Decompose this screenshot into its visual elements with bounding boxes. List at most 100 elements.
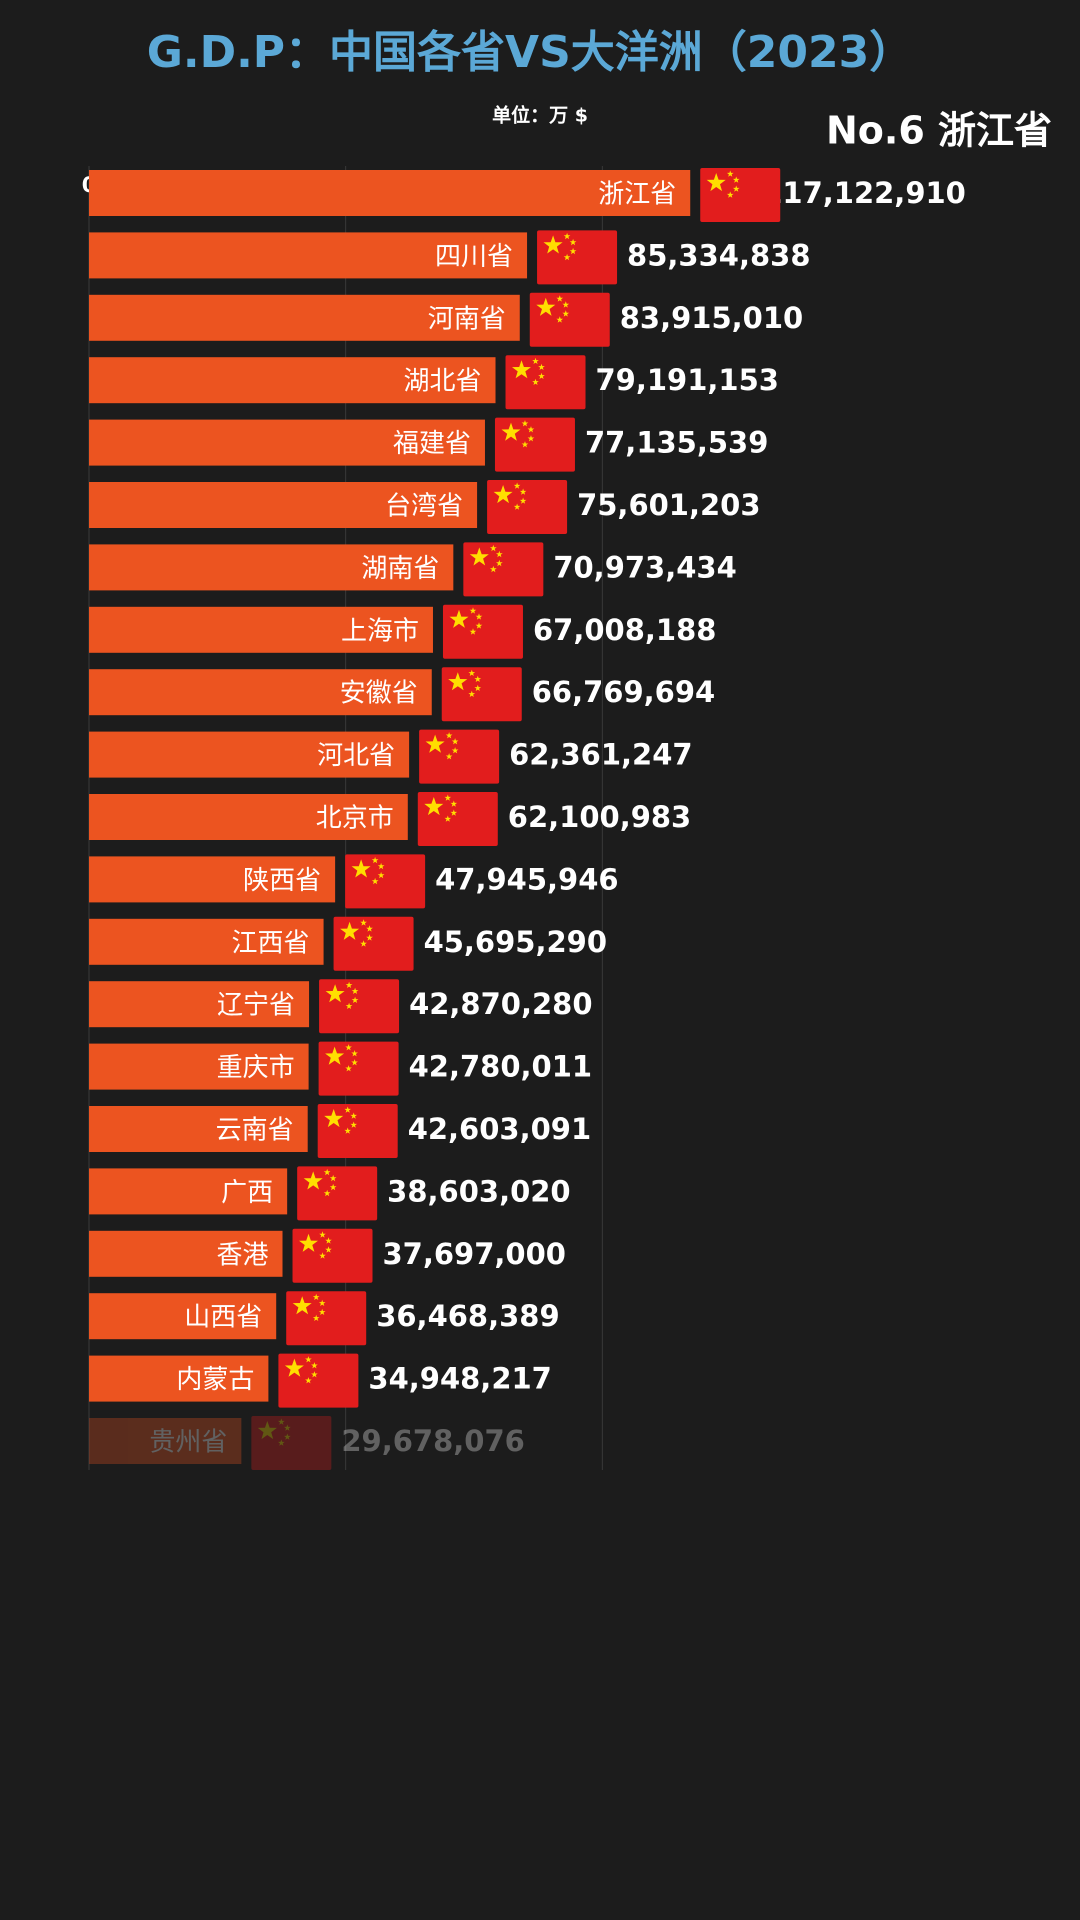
- category-label: 陕西省: [243, 866, 321, 896]
- flag-star: [444, 794, 452, 801]
- value-label: 42,780,011: [409, 1050, 592, 1084]
- bar: [89, 794, 408, 840]
- flag-star: [325, 984, 345, 1003]
- flag-star: [475, 622, 483, 629]
- flag-star: [563, 253, 571, 261]
- flag-star: [445, 753, 453, 760]
- flag: [700, 168, 781, 222]
- flag-field: [419, 729, 500, 784]
- flag-star: [345, 1044, 352, 1051]
- flag-field: [319, 979, 400, 1034]
- flag: [319, 979, 400, 1034]
- category-label: 香港: [216, 1240, 268, 1270]
- bar-row: 云南省 42,603,091: [89, 1104, 591, 1158]
- category-label: 湖南省: [361, 554, 439, 584]
- flag-star: [468, 690, 476, 697]
- value-label: 79,191,153: [596, 363, 779, 397]
- category-label: 重庆市: [217, 1053, 295, 1083]
- bar: [89, 1168, 288, 1215]
- flag-star: [563, 232, 571, 240]
- category-label: 云南省: [216, 1116, 294, 1146]
- flag-field: [442, 604, 523, 659]
- value-label: 83,915,010: [620, 301, 803, 335]
- value-label: 42,870,280: [409, 987, 592, 1021]
- flag-star: [329, 1183, 337, 1191]
- flag-star: [325, 1237, 332, 1244]
- flag-star: [424, 797, 444, 816]
- flag-star: [324, 1109, 344, 1128]
- bar: [89, 294, 520, 341]
- flag: [333, 916, 414, 971]
- bar-row: 浙江省 117,122,910: [89, 168, 966, 222]
- bar-row: 河南省 83,915,010: [89, 292, 803, 347]
- flag-star: [451, 738, 459, 745]
- value-label: 45,695,290: [424, 925, 607, 959]
- value-label: 62,361,247: [509, 738, 692, 772]
- bar: [89, 1043, 309, 1090]
- flag-star: [556, 295, 564, 302]
- flag-star: [468, 669, 476, 676]
- flag-star: [532, 357, 539, 364]
- bar: [89, 419, 485, 466]
- flag: [419, 729, 500, 784]
- flag-star: [318, 1299, 326, 1306]
- flag-star: [377, 862, 385, 870]
- category-label: 贵州省: [149, 1428, 227, 1458]
- value-label: 62,100,983: [508, 800, 691, 834]
- flag-star: [449, 609, 469, 628]
- bar: [89, 1418, 242, 1464]
- flag-star: [350, 1112, 357, 1119]
- flag-star: [501, 422, 521, 441]
- flag-star: [323, 1168, 331, 1176]
- flag-star: [445, 732, 453, 739]
- category-label: 广西: [221, 1178, 273, 1208]
- flag-field: [537, 230, 618, 285]
- flag: [537, 230, 618, 285]
- flag-star: [536, 297, 556, 316]
- value-label: 77,135,539: [585, 426, 768, 460]
- flag-star: [527, 426, 535, 433]
- bar-row: 湖北省 79,191,153: [89, 355, 779, 410]
- category-label: 江西省: [232, 928, 310, 958]
- category-label: 浙江省: [598, 180, 676, 210]
- bar-row: 辽宁省 42,870,280: [89, 979, 593, 1034]
- category-label: 安徽省: [340, 679, 418, 709]
- flag-star: [513, 482, 521, 489]
- flag-star: [450, 800, 458, 807]
- bar-row: 山西省 36,468,389: [89, 1291, 560, 1346]
- category-label: 内蒙古: [176, 1365, 254, 1395]
- value-label: 67,008,188: [533, 613, 716, 647]
- flag: [529, 292, 610, 347]
- flag: [318, 1041, 399, 1096]
- bar: [89, 544, 454, 591]
- flag-field: [251, 1416, 332, 1470]
- flag-star: [325, 1046, 345, 1065]
- flag-field: [463, 542, 544, 597]
- bar: [89, 1355, 269, 1402]
- flag-star: [345, 981, 353, 988]
- flag-star: [377, 871, 385, 879]
- flag-star: [444, 815, 452, 822]
- flag-star: [519, 488, 527, 495]
- bar: [89, 856, 336, 903]
- flag-star: [360, 940, 367, 947]
- value-label: 42,603,091: [408, 1112, 591, 1146]
- bar-row: 安徽省 66,769,694: [89, 667, 715, 722]
- flag-star: [311, 1371, 318, 1378]
- flag-star: [732, 185, 740, 192]
- flag-star: [512, 360, 531, 379]
- flag-star: [278, 1418, 285, 1425]
- bar: [89, 606, 433, 653]
- flag-field: [529, 292, 610, 347]
- flag-star: [726, 191, 734, 198]
- flag-star: [493, 485, 513, 504]
- flag-star: [312, 1293, 320, 1300]
- flag-star: [538, 372, 545, 379]
- flag-star: [496, 550, 503, 558]
- unit-label: 单位：万 $: [492, 104, 588, 127]
- flag-star: [532, 378, 539, 385]
- flag-star: [451, 747, 459, 754]
- flag-star: [469, 628, 477, 635]
- flag-star: [569, 247, 577, 255]
- category-label: 湖北省: [403, 367, 481, 397]
